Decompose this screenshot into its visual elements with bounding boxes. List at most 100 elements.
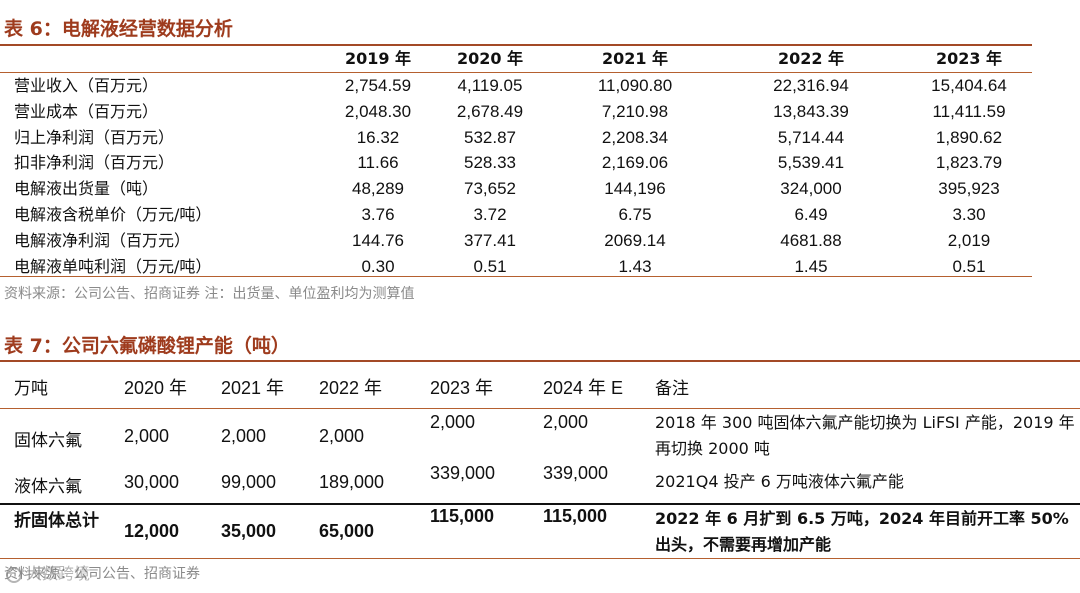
table6-row-label: 营业成本（百万元） — [14, 101, 159, 121]
table6-cell: 3.72 — [473, 205, 507, 224]
table6-source-note: 资料来源：公司公告、招商证券 注：出货量、单位盈利均为测算值 — [4, 286, 415, 302]
table6-row: 电解液净利润（百万元） 144.76 377.41 2069.14 4681.88 2,0… — [0, 228, 1080, 254]
watermark-logo-icon — [6, 566, 22, 583]
table6-cell: 2,754.59 — [344, 76, 412, 95]
table7-cell: 2,000 — [430, 412, 476, 432]
table6-cell: 73,652 — [464, 179, 516, 199]
table7-col-header: 2020 年 — [124, 378, 188, 398]
table7-cell: 30,000 — [124, 472, 180, 492]
table6-cell: 48,289 — [352, 179, 404, 199]
table6-cell: 0.51 — [473, 256, 507, 276]
table6-cell: 6.49 — [794, 205, 828, 224]
table7-total-rule — [0, 503, 1080, 505]
table7-remark: 2022 年 6 月扩到 6.5 万吨，2024 年目前开工率 50%出头，不需… — [655, 509, 1069, 554]
table7-title: 表 7：公司六氟磷酸锂产能（吨） — [4, 335, 290, 357]
table6-cell: 16.32 — [356, 127, 400, 147]
table6-cell: 2069.14 — [604, 230, 666, 250]
table6-row: 归上净利润（百万元） 16.32 532.87 2,208.34 5,714.44 1,8… — [0, 125, 1080, 151]
table6-cell: 144.76 — [352, 230, 404, 250]
table7-remark: 2018 年 300 吨固体六氟产能切换为 LiFSI 产能，2019 年再切换… — [655, 413, 1075, 458]
table6-cell: 4681.88 — [780, 230, 842, 250]
table6-cell: 2,208.34 — [601, 127, 669, 147]
table6-col-header: 2019 年 — [344, 49, 412, 68]
table7-cell: 2,000 — [543, 412, 589, 432]
table6-cell: 22,316.94 — [773, 76, 849, 95]
table7-col-header: 备注 — [655, 379, 689, 399]
table6-row: 扣非净利润（百万元） 11.66 528.33 2,169.06 5,539.41 1,8… — [0, 150, 1080, 176]
table6-cell: 144,196 — [604, 179, 666, 199]
table6-row-label: 营业收入（百万元） — [14, 76, 159, 95]
table6-row-label: 电解液净利润（百万元） — [14, 230, 191, 250]
table7-remark: 2021Q4 投产 6 万吨液体六氟产能 — [655, 472, 904, 491]
table7-header-rule — [0, 408, 1080, 409]
table6-cell: 3.76 — [361, 205, 395, 224]
table6-cell: 377.41 — [464, 230, 516, 250]
table6-cell: 1.45 — [794, 256, 828, 276]
table6-col-header: 2020 年 — [456, 49, 524, 68]
table6-cell: 11.66 — [357, 153, 399, 173]
table6-col-header: 2023 年 — [935, 49, 1003, 68]
table7-cell: 12,000 — [124, 521, 180, 541]
table6-row: 营业收入（百万元） 2,754.59 4,119.05 11,090.80 22,316… — [0, 73, 1080, 99]
table7-bottom-rule — [0, 558, 1080, 559]
table6-header-rule — [0, 72, 1032, 73]
table7-cell: 2,000 — [124, 426, 170, 446]
table6-row-label: 电解液出货量（吨） — [14, 179, 159, 199]
table7-source-note: 资料来源：公司公告、招商证券 — [4, 566, 200, 582]
table6-cell: 4,119.05 — [457, 76, 523, 95]
table6-cell: 6.75 — [618, 205, 652, 224]
table6-bottom-rule — [0, 276, 1032, 277]
table6-col-header: 2022 年 — [777, 49, 845, 68]
table7-row-label: 折固体总计 — [14, 511, 99, 531]
table7-col-header: 2022 年 — [319, 378, 383, 398]
table6-cell: 2,048.30 — [344, 101, 412, 121]
table6-cell: 324,000 — [780, 179, 842, 199]
table7-col-header: 万吨 — [14, 379, 48, 399]
table6-row: 营业成本（百万元） 2,048.30 2,678.49 7,210.98 13,843.… — [0, 99, 1080, 125]
table6-cell: 528.33 — [464, 153, 516, 173]
table6-cell: 395,923 — [938, 179, 1000, 199]
table7-col-header: 2024 年 E — [543, 378, 624, 398]
table6-cell: 11,090.80 — [597, 76, 673, 95]
table7-cell: 339,000 — [543, 463, 609, 483]
table6-row: 电解液出货量（吨） 48,289 73,652 144,196 324,000 395,9… — [0, 176, 1080, 202]
table7-row-label: 液体六氟 — [14, 477, 82, 497]
table6-row-label: 电解液单吨利润（万元/吨） — [14, 256, 212, 276]
table7-col-header: 2021 年 — [221, 378, 285, 398]
table6-cell: 5,539.41 — [777, 153, 845, 173]
table6-cell: 2,678.49 — [456, 101, 524, 121]
watermark-text: 大数跨境 — [26, 564, 91, 583]
table6-cell: 13,843.39 — [773, 101, 849, 121]
table7-cell: 99,000 — [221, 472, 277, 492]
table6-cell: 7,210.98 — [601, 101, 669, 121]
table6-col-header: 2021 年 — [601, 49, 669, 68]
table7-cell: 65,000 — [319, 521, 375, 541]
table6-cell: 5,714.44 — [777, 127, 845, 147]
table7-cell: 339,000 — [430, 463, 496, 483]
table7-col-header: 2023 年 — [430, 378, 494, 398]
table6-cell: 0.51 — [952, 256, 986, 276]
table6-row-label: 归上净利润（百万元） — [14, 127, 175, 147]
table7-cell: 35,000 — [221, 521, 277, 541]
table7-top-rule — [0, 360, 1080, 362]
table7-cell: 115,000 — [543, 506, 608, 526]
table6-cell: 532.87 — [464, 127, 516, 147]
table6-cell: 1.43 — [618, 256, 652, 276]
table7-cell: 115,000 — [430, 506, 495, 526]
table6-cell: 3.30 — [952, 205, 986, 224]
table6-cell: 0.30 — [361, 256, 395, 276]
table6-title: 表 6：电解液经营数据分析 — [4, 18, 233, 40]
table6-row-label: 扣非净利润（百万元） — [14, 153, 175, 173]
table6-top-rule — [0, 44, 1032, 46]
table6-header-row: 2019 年 2020 年 2021 年 2022 年 2023 年 — [0, 46, 1080, 72]
table6-cell: 2,019 — [947, 230, 991, 250]
table7-cell: 2,000 — [319, 426, 365, 446]
table6-cell: 1,823.79 — [935, 153, 1003, 173]
watermark: 大数跨境 — [6, 560, 90, 584]
table7-row-label: 固体六氟 — [14, 431, 82, 451]
table6-cell: 11,411.59 — [932, 101, 1006, 121]
table6-row: 电解液含税单价（万元/吨） 3.76 3.72 6.75 6.49 3.30 — [0, 202, 1080, 228]
table6-row-label: 电解液含税单价（万元/吨） — [14, 205, 212, 224]
table6-row: 电解液单吨利润（万元/吨） 0.30 0.51 1.43 1.45 0.51 — [0, 254, 1080, 280]
table6-cell: 15,404.64 — [931, 76, 1007, 95]
